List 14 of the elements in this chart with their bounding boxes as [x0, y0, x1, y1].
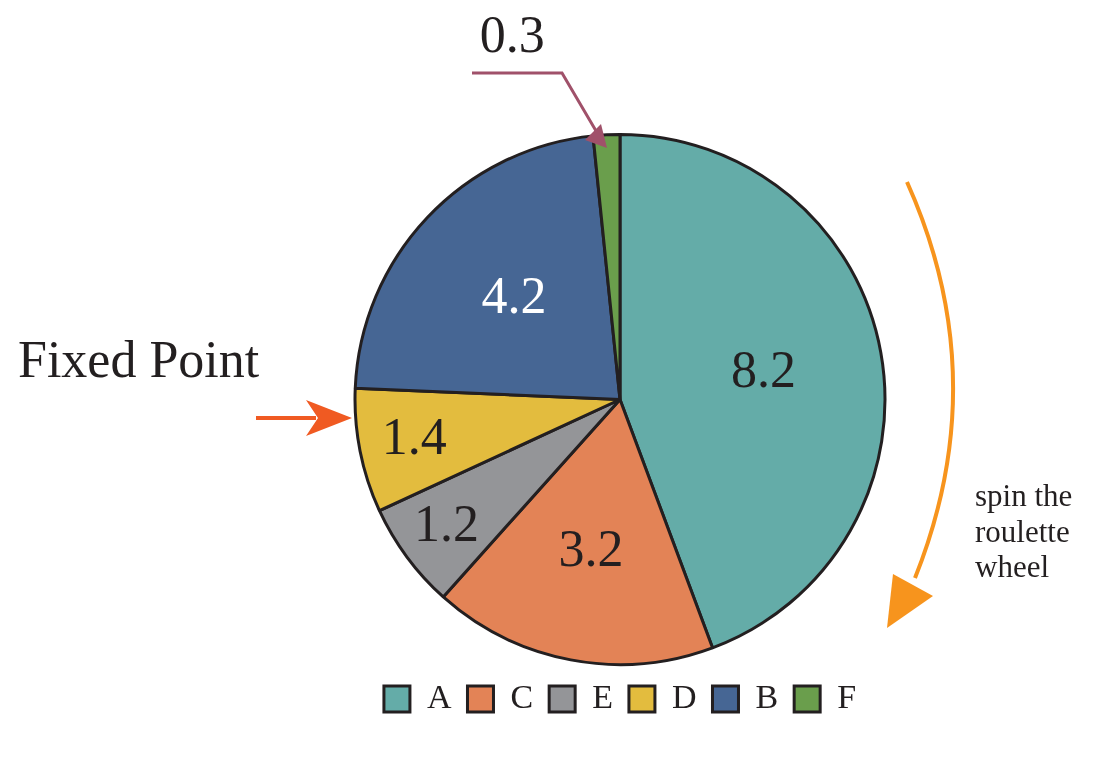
legend-label: E	[592, 677, 613, 715]
legend-label: C	[510, 677, 534, 715]
data-label: 8.2	[730, 341, 796, 399]
legend-label: B	[755, 677, 779, 715]
data-label: 1.2	[414, 495, 480, 553]
data-label: 0.3	[479, 5, 545, 63]
legend-label: D	[671, 677, 697, 715]
text: spin the roulette wheel	[975, 478, 1074, 585]
text: Fixed Point	[18, 330, 260, 389]
data-label: 4.2	[481, 267, 547, 325]
legend-label: A	[426, 677, 452, 715]
legend-label: F	[837, 677, 857, 715]
data-label: 1.4	[381, 407, 447, 465]
data-label: 3.2	[558, 520, 624, 578]
